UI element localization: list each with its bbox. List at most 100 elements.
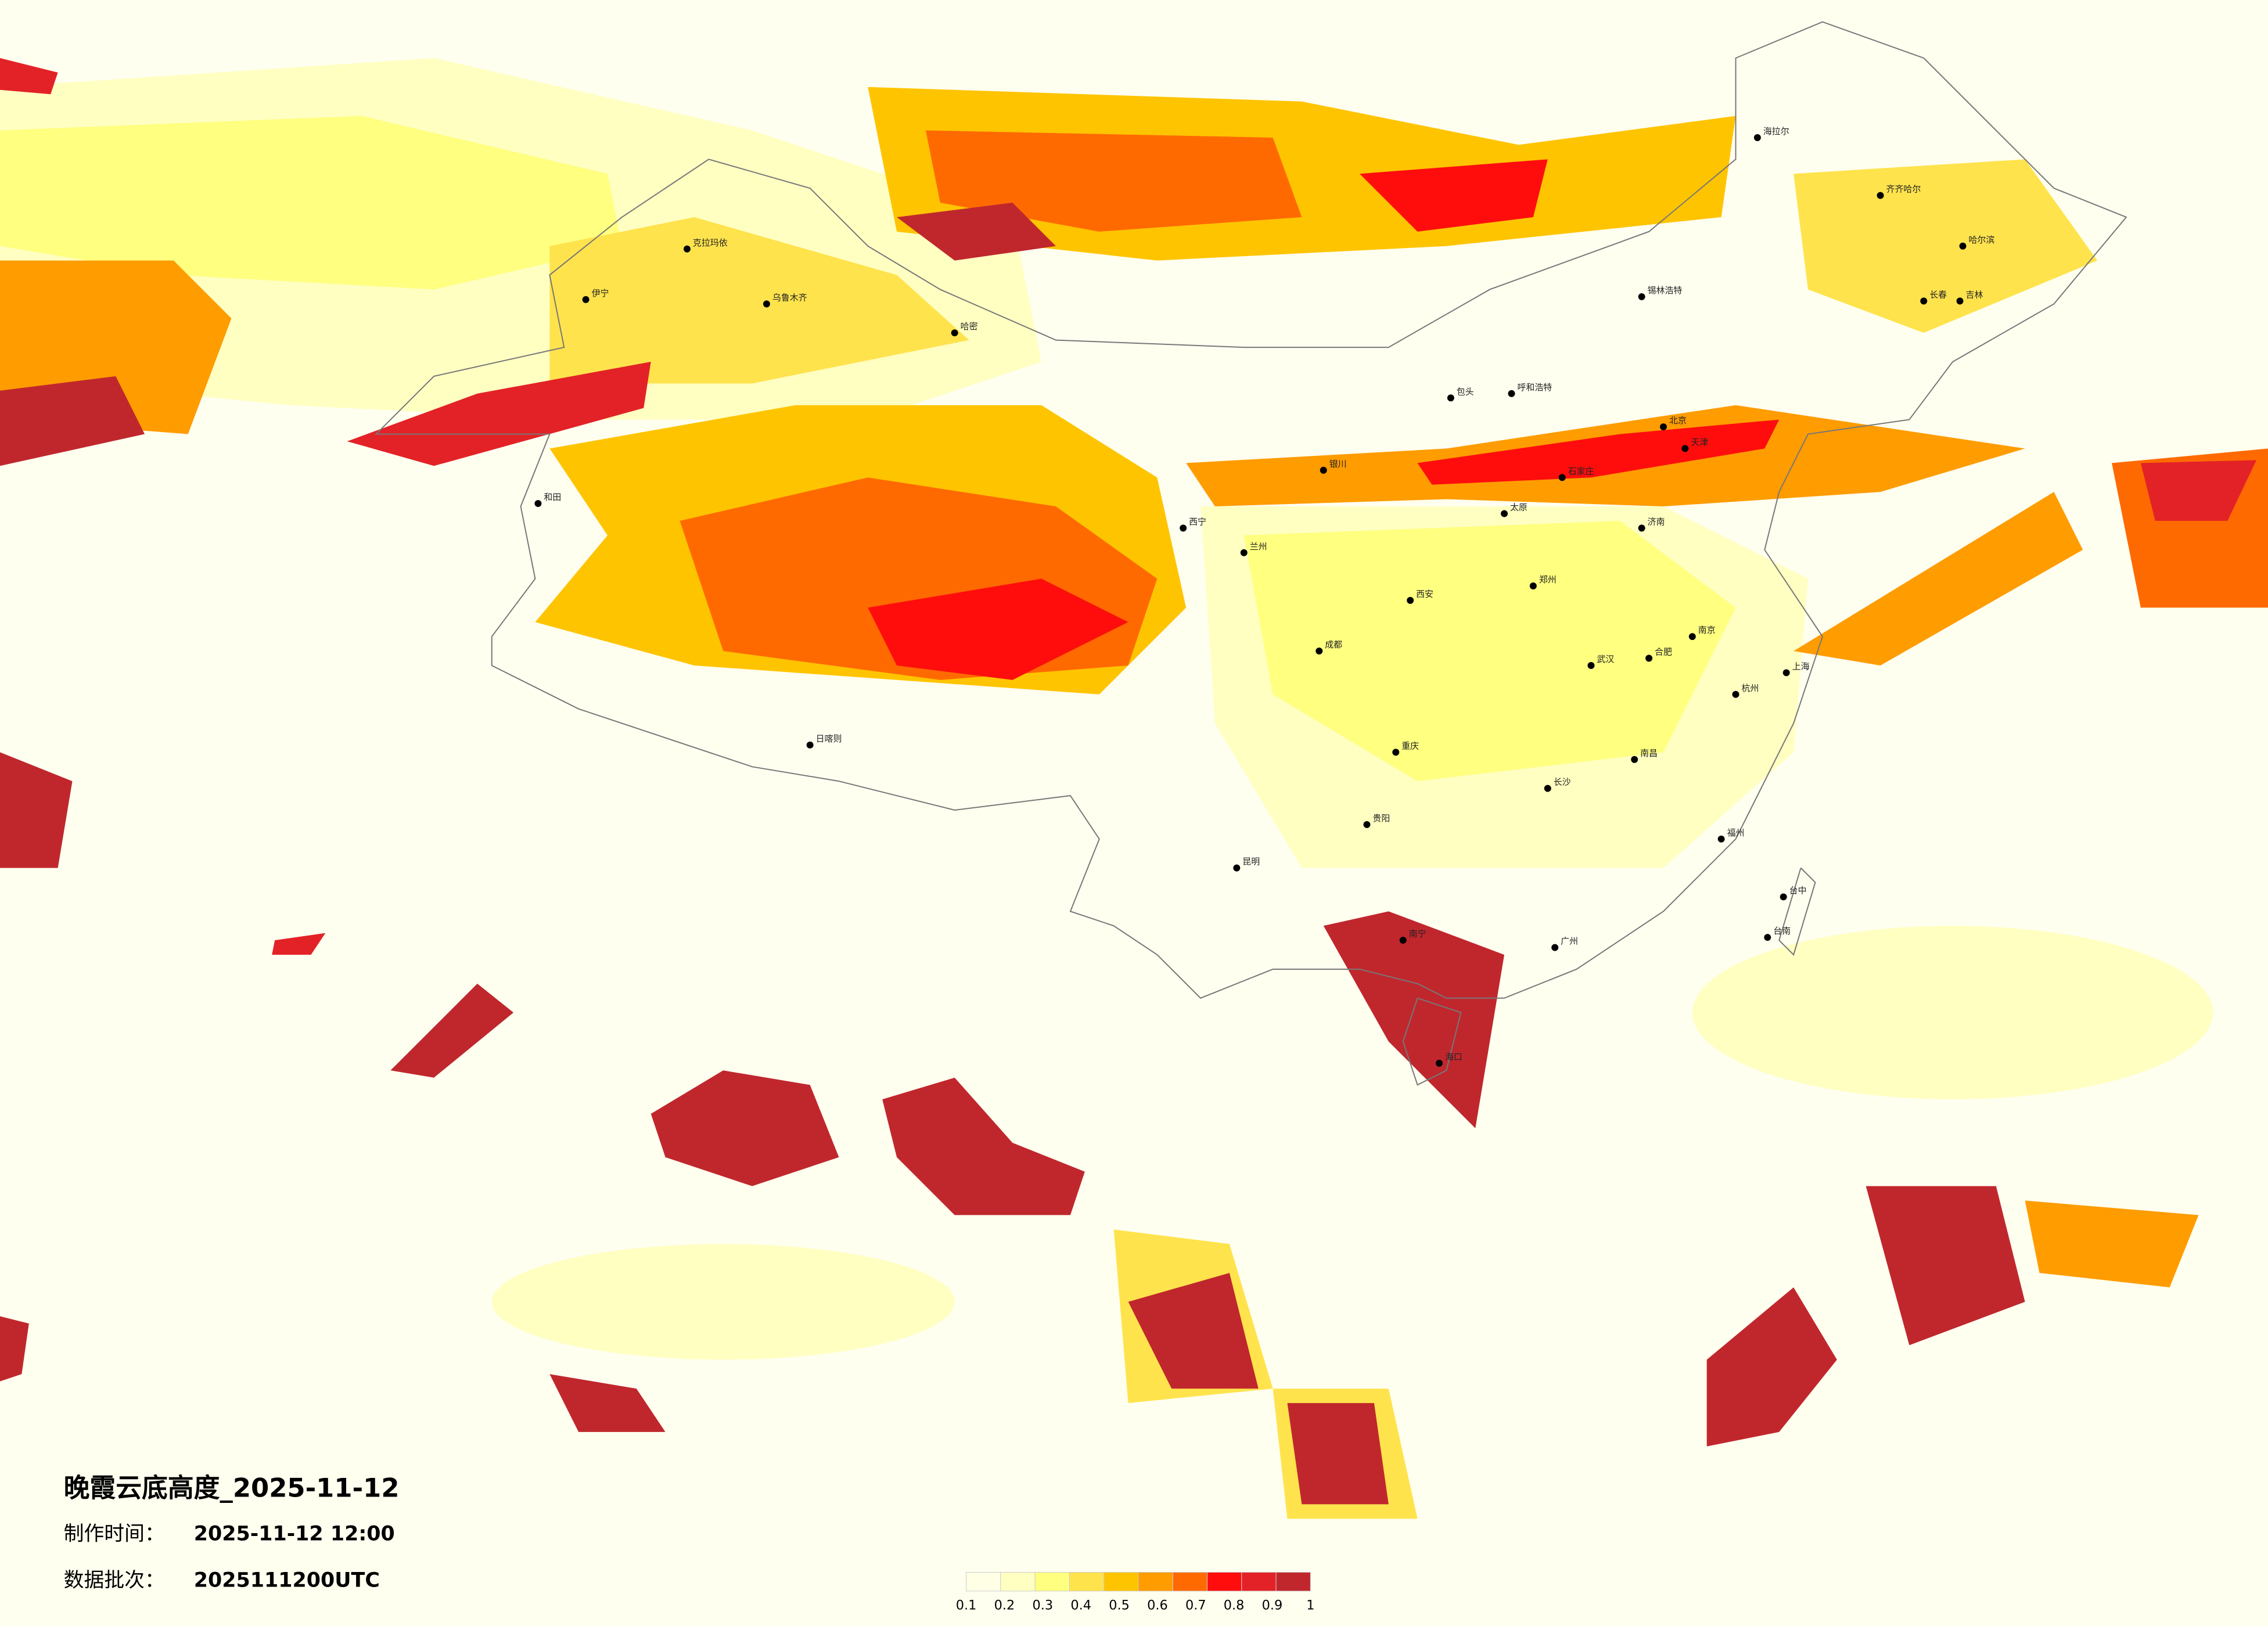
city-label: 西安	[1416, 589, 1433, 599]
city-label: 福州	[1727, 828, 1745, 838]
city-label: 包头	[1457, 386, 1474, 397]
city-label: 杭州	[1741, 683, 1759, 693]
city-label: 合肥	[1655, 647, 1672, 657]
city-label: 郑州	[1539, 574, 1557, 585]
legend-tick-label: 0.3	[1033, 1598, 1054, 1613]
city-label: 海拉尔	[1763, 126, 1789, 136]
city-label: 和田	[544, 492, 561, 502]
city-dot	[683, 245, 691, 253]
city-label: 昆明	[1242, 857, 1260, 867]
city-dot	[1508, 390, 1515, 397]
city-dot	[1233, 864, 1241, 872]
city-label: 银川	[1329, 459, 1347, 469]
city-label: 呼和浩特	[1517, 382, 1552, 393]
city-dot	[1660, 423, 1667, 431]
legend-swatch	[1104, 1571, 1139, 1592]
city-dot	[1240, 549, 1248, 556]
city-dot	[763, 300, 770, 308]
batch-label: 数据批次：	[64, 1569, 165, 1592]
legend-tick-label: 0.5	[1109, 1598, 1130, 1613]
legend-tick-label: 0.4	[1070, 1598, 1091, 1613]
city-label: 台中	[1789, 885, 1807, 895]
city-dot	[1558, 474, 1566, 481]
city-dot	[1959, 242, 1967, 250]
city-label: 上海	[1792, 661, 1810, 671]
city-label: 南昌	[1640, 748, 1658, 758]
made-label: 制作时间：	[64, 1523, 165, 1546]
legend-tick-label: 0.1	[956, 1598, 977, 1613]
legend-swatch	[1000, 1571, 1036, 1592]
city-label: 哈尔滨	[1968, 235, 1994, 245]
title: 晚霞云底高度_2025-11-12	[64, 1473, 400, 1503]
legend-tick-label: 0.8	[1224, 1598, 1245, 1613]
legend-tick-label: 0.6	[1147, 1598, 1168, 1613]
city-dot	[1780, 893, 1787, 901]
city-dot	[1501, 510, 1508, 517]
legend-swatch	[966, 1571, 1001, 1592]
legend-tick-label: 1	[1306, 1598, 1314, 1613]
city-label: 太原	[1510, 502, 1527, 513]
city-dot	[1392, 749, 1400, 756]
city-dot	[1732, 690, 1739, 698]
city-dot	[1544, 785, 1551, 792]
legend-swatch	[1034, 1571, 1070, 1592]
city-dot	[1645, 654, 1653, 662]
city-dot	[1436, 1059, 1443, 1067]
city-dot	[806, 741, 814, 749]
city-dot	[1681, 445, 1689, 452]
city-label: 台南	[1773, 926, 1791, 936]
city-dot	[1753, 134, 1761, 141]
city-dot	[1688, 633, 1696, 641]
city-label: 乌鲁木齐	[772, 292, 807, 303]
city-label: 北京	[1669, 415, 1687, 426]
legend: 0.1 0.2 0.3 0.4 0.5 0.6 0.7 0.8 0.9 1	[956, 1571, 1314, 1613]
city-dot	[1529, 582, 1537, 589]
made-value: 2025-11-12 12:00	[194, 1523, 395, 1546]
legend-swatch	[1207, 1571, 1242, 1592]
city-label: 西宁	[1189, 516, 1206, 527]
city-dot	[534, 500, 542, 508]
batch-value: 2025111200UTC	[194, 1569, 380, 1592]
city-dot	[1638, 293, 1645, 300]
city-dot	[1363, 821, 1371, 828]
city-label: 齐齐哈尔	[1886, 184, 1921, 195]
city-label: 长春	[1929, 289, 1947, 300]
legend-swatch	[1069, 1571, 1105, 1592]
city-dot	[1447, 394, 1454, 402]
city-label: 锡林浩特	[1648, 285, 1683, 296]
city-label: 海口	[1445, 1052, 1462, 1062]
city-label: 克拉玛依	[693, 238, 728, 248]
city-label: 吉林	[1965, 289, 1983, 300]
city-dot	[1399, 937, 1407, 944]
legend-swatch	[1275, 1571, 1311, 1592]
legend-tick-label: 0.9	[1262, 1598, 1283, 1613]
legend-swatch	[1172, 1571, 1208, 1592]
city-label: 重庆	[1401, 740, 1419, 751]
city-dot	[1920, 297, 1928, 305]
city-dot	[1315, 647, 1323, 655]
city-dot	[1551, 944, 1559, 951]
city-label: 武汉	[1597, 654, 1614, 664]
cloud-layer	[0, 57, 2268, 1519]
city-dot	[1717, 835, 1725, 843]
legend-swatch	[1138, 1571, 1173, 1592]
city-label: 广州	[1561, 936, 1578, 947]
city-dot	[1587, 661, 1595, 669]
city-label: 石家庄	[1568, 466, 1594, 476]
city-dot	[1320, 466, 1327, 474]
city-label: 南宁	[1409, 929, 1426, 939]
legend-swatch	[1241, 1571, 1277, 1592]
city-label: 贵阳	[1372, 813, 1390, 823]
city-label: 哈密	[961, 321, 978, 332]
city-dot	[1180, 524, 1187, 532]
city-dot	[951, 329, 958, 337]
city-dot	[1764, 934, 1771, 941]
city-dot	[1956, 297, 1964, 305]
city-dot	[1407, 596, 1414, 604]
city-dot	[582, 296, 590, 303]
city-label: 兰州	[1250, 541, 1267, 552]
borders	[375, 21, 2127, 1086]
